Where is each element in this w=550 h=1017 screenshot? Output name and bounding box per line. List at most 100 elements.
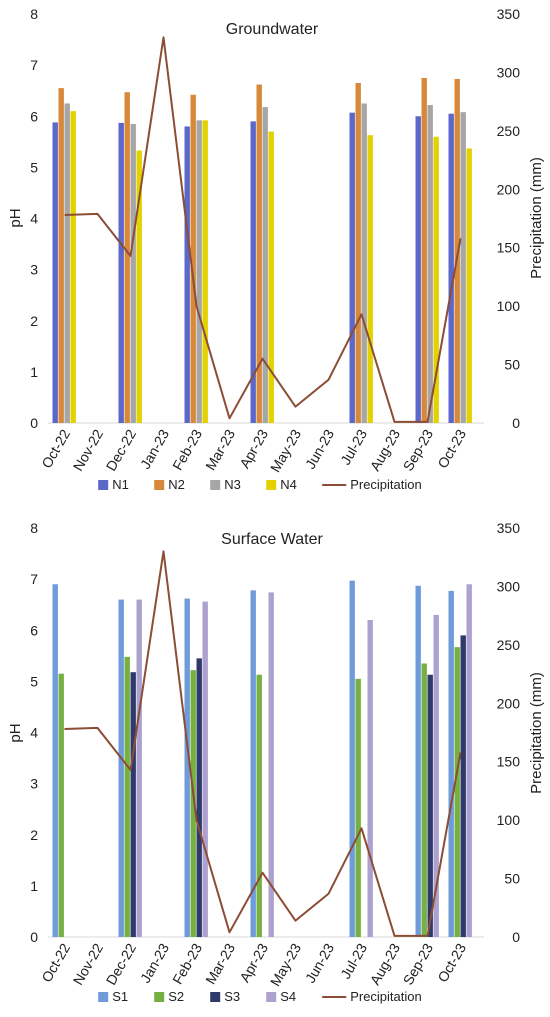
y-tick-label: 1: [30, 878, 38, 894]
legend-label: N3: [224, 477, 241, 492]
x-tick-label: Aug-23: [367, 940, 404, 987]
bar-n2: [124, 92, 130, 423]
bar-n4: [268, 131, 274, 423]
bar-n4: [367, 135, 373, 423]
bar-s4: [202, 601, 208, 937]
bar-s2: [256, 674, 262, 937]
bar-n3: [196, 120, 202, 423]
y-tick-label: 5: [30, 673, 38, 689]
bar-n3: [64, 103, 70, 423]
y-tick-label: 5: [30, 159, 38, 175]
y2-tick-label: 350: [497, 6, 521, 22]
y2-tick-label: 200: [497, 695, 521, 711]
x-tick-label: Jun-23: [302, 940, 337, 985]
y-tick-label: 7: [30, 57, 38, 73]
y-tick-label: 8: [30, 520, 38, 536]
bar-n4: [466, 148, 472, 424]
bar-n3: [460, 112, 466, 423]
y2-tick-label: 300: [497, 578, 521, 594]
groundwater-chart: Groundwater pH Precipitation (mm) 0 1 2 3 4 5…: [7, 6, 545, 492]
bar-s4: [466, 584, 472, 937]
y-tick-label: 6: [30, 108, 38, 124]
x-tick-label: Jun-23: [302, 426, 337, 471]
bar-n2: [355, 83, 361, 424]
y-tick-label: 1: [30, 364, 38, 380]
bar-s2: [421, 663, 427, 937]
bar-s4: [433, 614, 439, 937]
bar-s1: [184, 598, 190, 937]
precipitation-line: [64, 36, 462, 423]
legend-swatch-s4: [266, 992, 277, 1002]
bar-s1: [448, 590, 454, 937]
y2-tick-label: 300: [497, 64, 521, 80]
x-tick-label: Mar-23: [202, 426, 238, 473]
legend-label: N2: [168, 477, 185, 492]
y2-tick-label: 350: [497, 520, 521, 536]
bar-n3: [361, 103, 367, 423]
y2-tick-label: 250: [497, 123, 521, 139]
x-tick-label: Feb-23: [169, 940, 205, 987]
x-tick-label: Oct-23: [434, 426, 469, 471]
y-tick-label: 2: [30, 313, 38, 329]
legend-swatch-s3: [210, 992, 221, 1002]
y-tick-label: 4: [30, 211, 38, 227]
x-tick-label: Oct-23: [434, 940, 469, 985]
bar-s1: [118, 599, 124, 937]
bar-n4: [433, 136, 439, 423]
bar-n2: [58, 88, 64, 423]
bar-s4: [136, 599, 142, 937]
y2-tick-label: 150: [497, 754, 521, 770]
legend-label: S3: [224, 989, 240, 1004]
bar-s2: [454, 647, 460, 937]
legend-swatch-n4: [266, 480, 277, 490]
y2-tick-label: 100: [497, 812, 521, 828]
x-tick-label: Aug-23: [367, 426, 404, 473]
bar-n1: [349, 112, 355, 423]
bar-n2: [256, 84, 262, 424]
x-tick-label: Dec-22: [103, 940, 140, 987]
x-tick-label: Mar-23: [202, 940, 238, 987]
x-tick-label: Sep-23: [400, 426, 437, 473]
y-tick-label: 8: [30, 6, 38, 22]
y-tick-label: 6: [30, 622, 38, 638]
y-tick-label: 3: [30, 262, 38, 278]
legend-swatch-n3: [210, 480, 221, 490]
bar-s2: [124, 656, 130, 937]
y2-tick-label: 250: [497, 637, 521, 653]
legend-label: S4: [280, 989, 296, 1004]
bar-n3: [427, 105, 433, 423]
bar-n3: [130, 123, 136, 423]
x-tick-label: Nov-22: [70, 426, 107, 473]
x-tick-label: Jan-23: [137, 940, 172, 985]
bar-s4: [268, 592, 274, 937]
bar-n1: [448, 113, 454, 423]
x-tick-label: Oct-22: [38, 426, 73, 471]
bar-n1: [118, 122, 124, 424]
y-tick-label: 4: [30, 725, 38, 741]
y-axis-title: pH: [7, 723, 24, 742]
bar-n4: [136, 150, 142, 423]
x-tick-label: May-23: [267, 940, 304, 989]
legend-label: N4: [280, 477, 297, 492]
legend-swatch-s2: [154, 992, 165, 1002]
y-tick-label: 0: [30, 929, 38, 945]
x-tick-label: Nov-22: [70, 940, 107, 987]
y2-tick-label: 150: [497, 240, 521, 256]
y-tick-label: 3: [30, 776, 38, 792]
bar-s3: [427, 674, 433, 937]
legend-swatch-n1: [98, 480, 109, 490]
bar-s3: [196, 658, 202, 937]
y2-tick-label: 100: [497, 298, 521, 314]
x-tick-label: Feb-23: [169, 426, 205, 473]
x-tick-label: Sep-23: [400, 940, 437, 987]
bar-n1: [250, 121, 256, 424]
bar-n1: [184, 126, 190, 423]
y-tick-label: 7: [30, 571, 38, 587]
y2-tick-label: 0: [512, 929, 520, 945]
x-tick-label: Oct-22: [38, 940, 73, 985]
legend-swatch-n2: [154, 480, 165, 490]
x-tick-label: Jan-23: [137, 426, 172, 471]
legend-label: N1: [112, 477, 129, 492]
bar-n3: [262, 107, 268, 424]
bar-n1: [52, 122, 58, 423]
